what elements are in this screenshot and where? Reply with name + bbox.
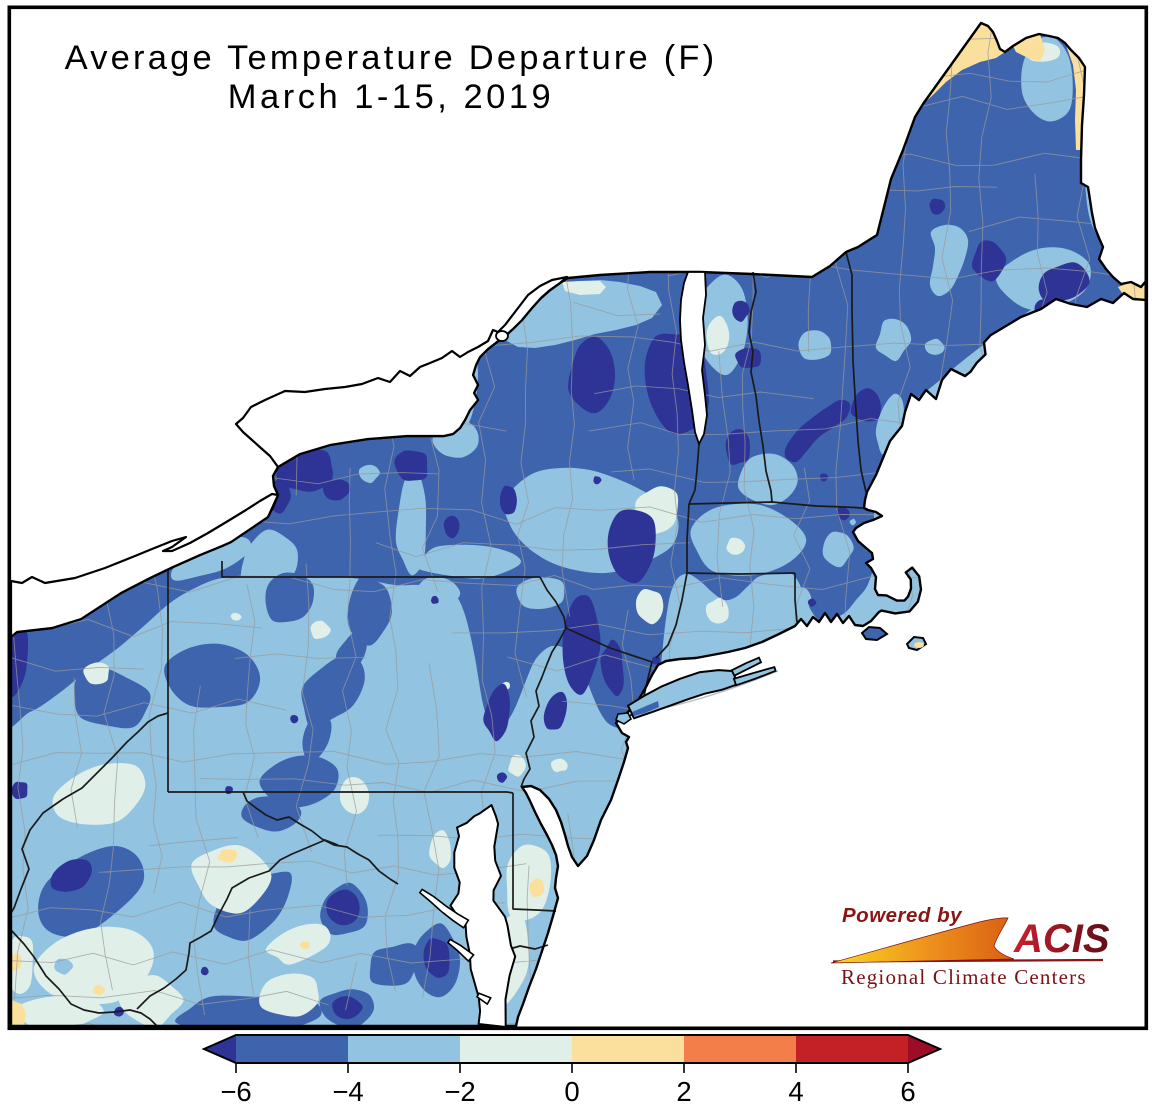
- svg-text:−6: −6: [220, 1076, 251, 1107]
- svg-text:6: 6: [900, 1076, 915, 1107]
- svg-text:March 1-15, 2019: March 1-15, 2019: [228, 78, 554, 116]
- svg-text:−4: −4: [332, 1076, 363, 1107]
- svg-text:0: 0: [564, 1076, 579, 1107]
- svg-text:Regional Climate Centers: Regional Climate Centers: [841, 965, 1087, 989]
- svg-text:4: 4: [788, 1076, 803, 1107]
- svg-text:Average Temperature Departure: Average Temperature Departure (F): [65, 39, 718, 77]
- svg-text:−2: −2: [444, 1076, 475, 1107]
- svg-text:Powered by: Powered by: [842, 904, 963, 927]
- svg-text:ACIS: ACIS: [1013, 917, 1110, 961]
- svg-text:2: 2: [676, 1076, 691, 1107]
